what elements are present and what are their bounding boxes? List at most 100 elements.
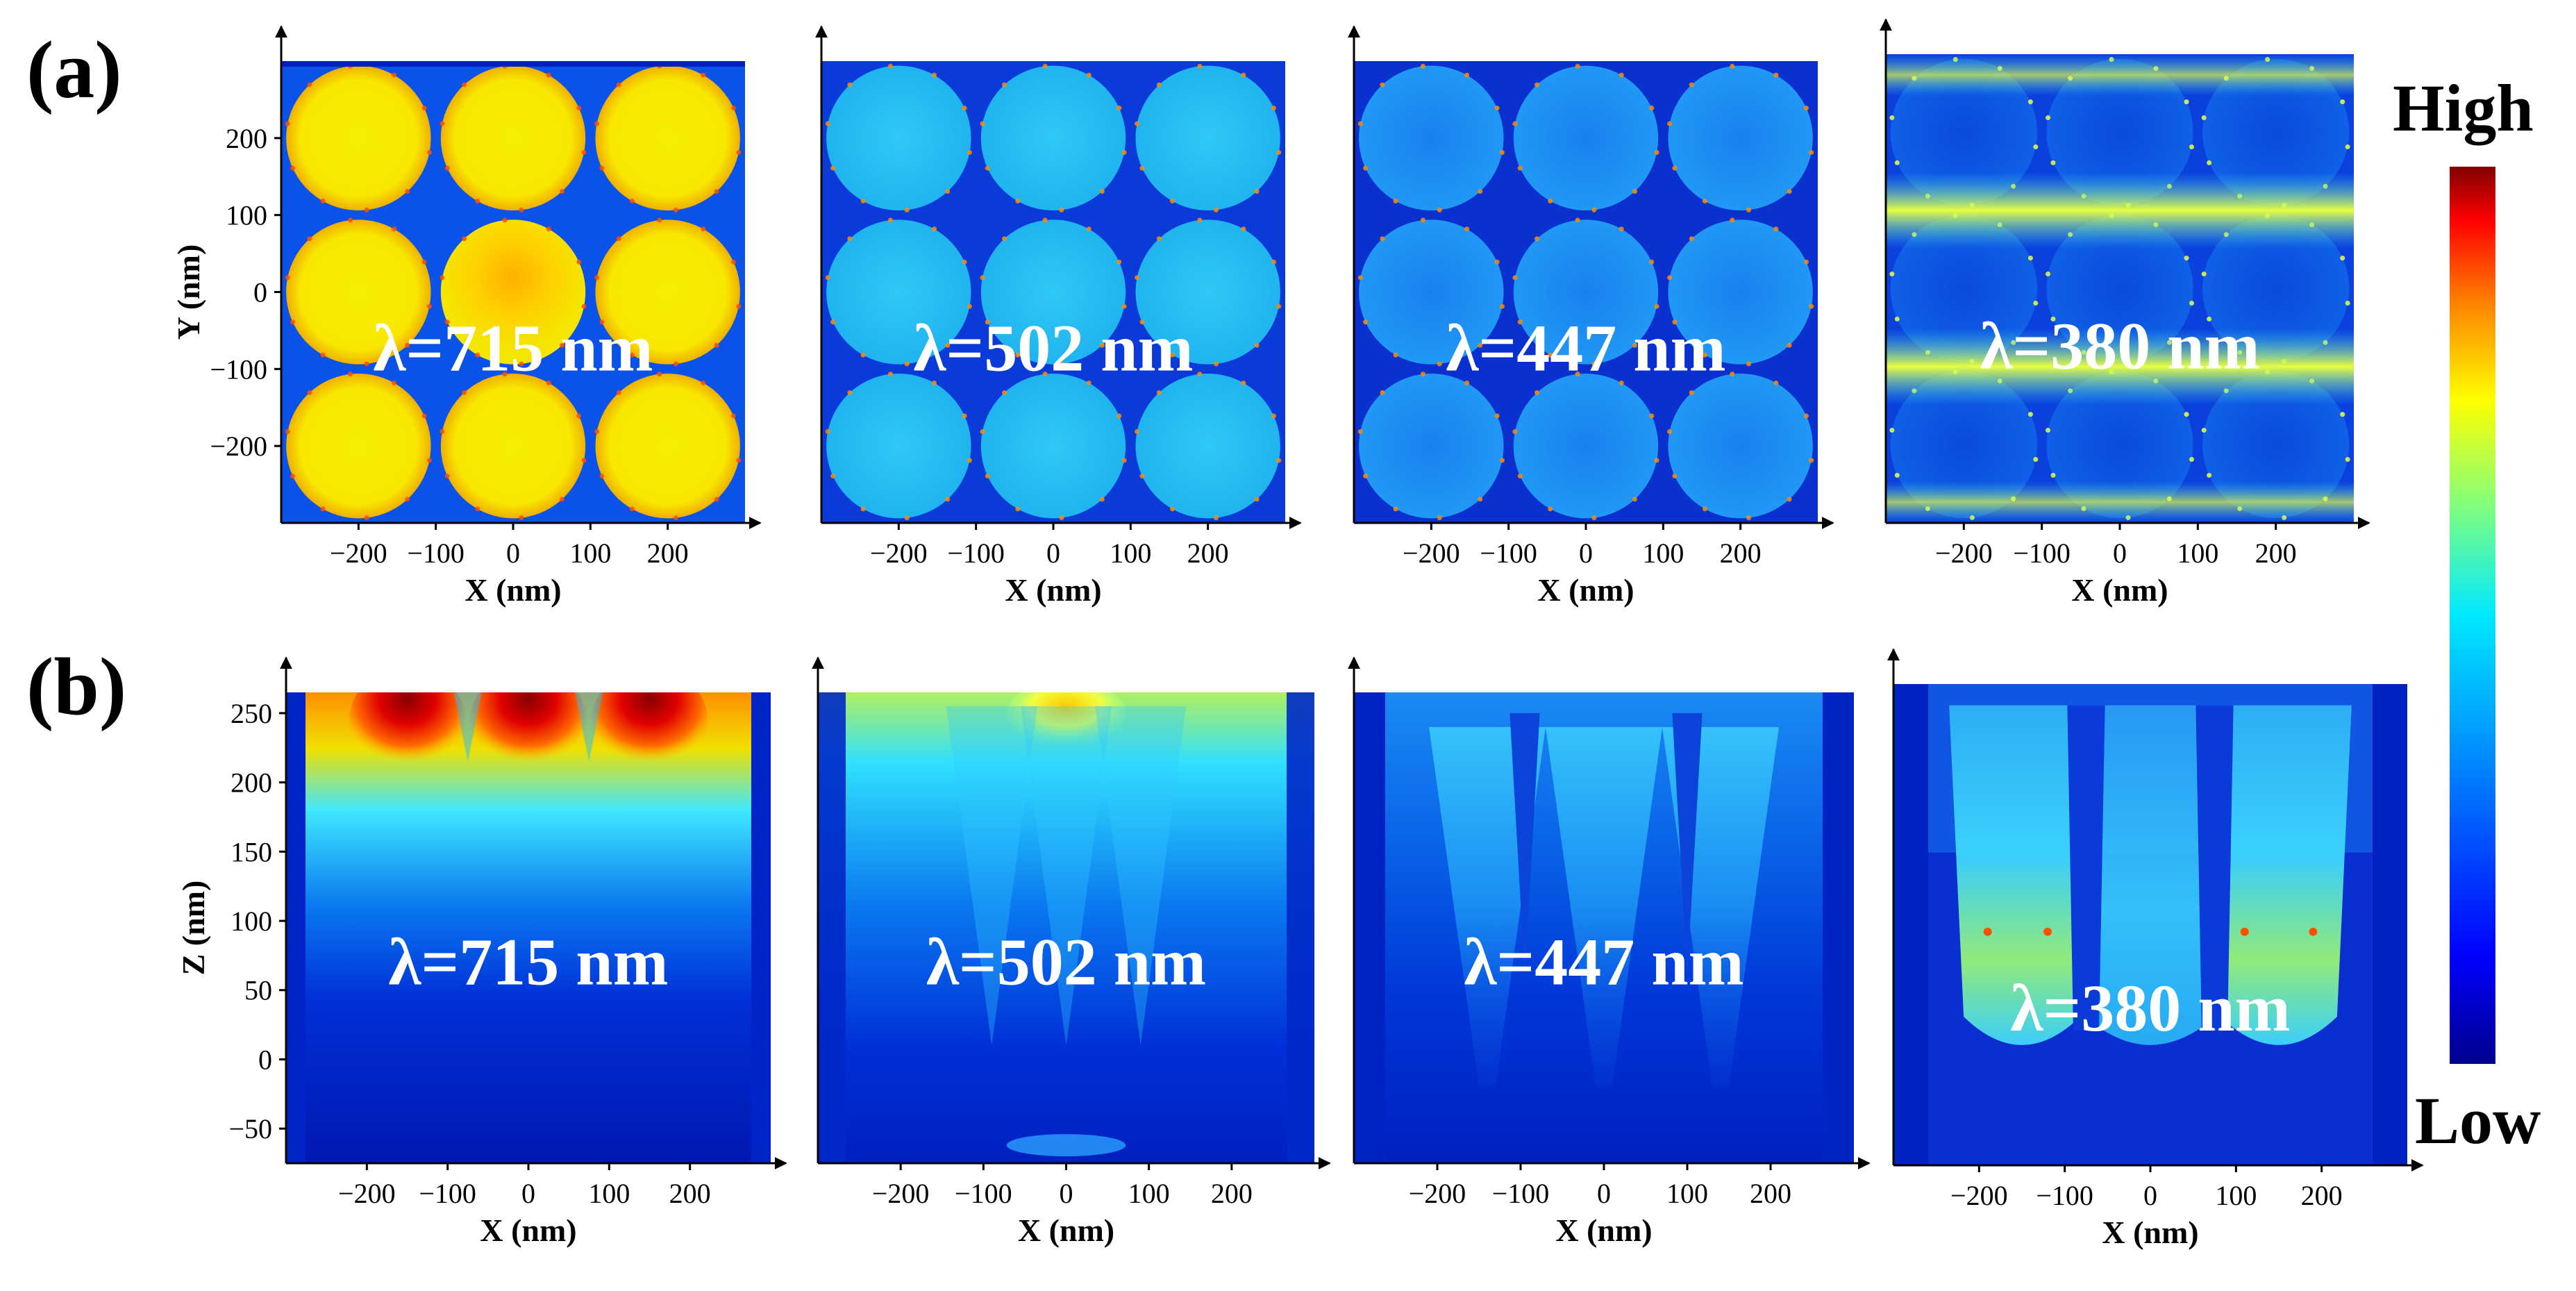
rim-hotspot bbox=[771, 83, 776, 88]
rim-hotspot bbox=[860, 352, 866, 358]
nanodisc bbox=[595, 65, 740, 211]
side-edge bbox=[1287, 692, 1314, 1163]
nanodisc bbox=[1668, 65, 1813, 211]
rim-hotspot bbox=[1357, 428, 1363, 434]
rim-hotspot bbox=[1548, 352, 1553, 358]
rim-hotspot bbox=[1464, 380, 1470, 385]
rim-hotspot bbox=[502, 217, 508, 223]
rim-hotspot bbox=[2340, 412, 2345, 417]
rim-hotspot bbox=[1214, 207, 1219, 213]
rim-hotspot bbox=[426, 303, 432, 309]
rim-hotspot bbox=[392, 380, 397, 385]
rim-hotspot bbox=[440, 275, 445, 281]
rim-hotspot bbox=[847, 82, 853, 88]
x-tick-label: 200 bbox=[1211, 1178, 1253, 1209]
x-tick-label: −100 bbox=[1480, 538, 1537, 569]
rim-hotspot bbox=[1042, 63, 1048, 69]
rim-hotspot bbox=[736, 150, 742, 156]
rim-hotspot bbox=[1746, 361, 1752, 367]
rim-hotspot bbox=[674, 515, 679, 521]
rim-hotspot bbox=[754, 319, 759, 324]
rim-hotspot bbox=[1672, 473, 1678, 478]
rim-hotspot bbox=[421, 259, 427, 265]
rim-hotspot bbox=[2184, 99, 2189, 105]
rim-hotspot bbox=[730, 106, 736, 111]
rim-hotspot bbox=[777, 226, 782, 231]
rim-hotspot bbox=[1289, 275, 1294, 280]
rim-hotspot bbox=[290, 165, 296, 171]
x-tick-label: −200 bbox=[1950, 1180, 2008, 1211]
rim-hotspot bbox=[1116, 259, 1122, 265]
rim-hotspot bbox=[519, 515, 524, 521]
field-map-1 bbox=[131, 61, 817, 523]
rim-hotspot bbox=[307, 236, 312, 242]
rim-hotspot bbox=[1649, 413, 1655, 419]
rim-hotspot bbox=[1197, 372, 1203, 377]
rim-hotspot bbox=[1380, 390, 1385, 395]
pillar-gap bbox=[2196, 705, 2234, 1031]
rim-hotspot bbox=[812, 64, 817, 69]
nanodisc bbox=[595, 373, 740, 519]
x-tick-label: 200 bbox=[647, 538, 689, 569]
field-band bbox=[1886, 328, 2354, 405]
rim-hotspot bbox=[272, 304, 277, 309]
rim-hotspot bbox=[1276, 303, 1282, 309]
rim-hotspot bbox=[714, 189, 719, 194]
rim-hotspot bbox=[2340, 256, 2345, 261]
wavelength-label-6: λ=502 nm bbox=[926, 924, 1206, 999]
rim-hotspot bbox=[2496, 256, 2501, 260]
rim-hotspot bbox=[1345, 458, 1350, 463]
rim-hotspot bbox=[135, 474, 140, 478]
rim-hotspot bbox=[444, 165, 450, 171]
rim-hotspot bbox=[1135, 121, 1140, 126]
rim-hotspot bbox=[1325, 199, 1330, 203]
field-map-5 bbox=[286, 692, 771, 1163]
rim-hotspot bbox=[1827, 474, 1832, 478]
rim-hotspot bbox=[1632, 497, 1637, 502]
rim-hotspot bbox=[307, 390, 312, 395]
rim-hotspot bbox=[1803, 106, 1809, 111]
rim-hotspot bbox=[475, 199, 480, 204]
rim-hotspot bbox=[785, 199, 789, 203]
x-axis-label: X (nm) bbox=[1005, 572, 1101, 608]
rim-hotspot bbox=[166, 353, 171, 358]
rim-hotspot bbox=[1822, 122, 1827, 126]
rim-hotspot bbox=[1121, 150, 1127, 156]
rim-hotspot bbox=[1323, 343, 1328, 348]
rim-hotspot bbox=[1877, 144, 1882, 149]
x-axis-label: X (nm) bbox=[2102, 1215, 2198, 1250]
rim-hotspot bbox=[1121, 458, 1127, 463]
field-map-4 bbox=[1855, 54, 2501, 523]
rim-hotspot bbox=[2380, 388, 2384, 393]
rim-hotspot bbox=[2357, 272, 2362, 276]
rim-hotspot bbox=[2184, 412, 2189, 417]
rim-hotspot bbox=[267, 260, 272, 265]
rim-hotspot bbox=[750, 362, 755, 367]
rim-hotspot bbox=[1855, 340, 1860, 345]
rim-hotspot bbox=[599, 319, 605, 325]
rim-hotspot bbox=[2201, 428, 2207, 433]
side-edge bbox=[1893, 684, 1928, 1165]
rim-hotspot bbox=[847, 236, 853, 242]
rim-hotspot bbox=[1241, 380, 1246, 385]
rim-hotspot bbox=[210, 515, 215, 520]
rim-hotspot bbox=[2046, 428, 2051, 433]
x-tick-label: 0 bbox=[1046, 538, 1060, 569]
rim-hotspot bbox=[754, 166, 759, 171]
rim-hotspot bbox=[462, 390, 467, 395]
nanodisc bbox=[440, 65, 586, 211]
rim-hotspot bbox=[1357, 275, 1363, 281]
rim-hotspot bbox=[131, 275, 135, 280]
rim-hotspot bbox=[2027, 256, 2033, 261]
y-tick-label: 0 bbox=[258, 1044, 272, 1075]
rim-hotspot bbox=[1276, 150, 1282, 156]
y-tick-label: −200 bbox=[210, 431, 267, 462]
rim-hotspot bbox=[131, 122, 135, 126]
nanodisc bbox=[1513, 65, 1659, 211]
rim-hotspot bbox=[1889, 428, 1895, 433]
rim-hotspot bbox=[462, 82, 467, 88]
rim-hotspot bbox=[251, 497, 256, 501]
rim-hotspot bbox=[576, 106, 582, 111]
rim-hotspot bbox=[1437, 361, 1442, 367]
y-tick-label: −50 bbox=[228, 1113, 272, 1144]
